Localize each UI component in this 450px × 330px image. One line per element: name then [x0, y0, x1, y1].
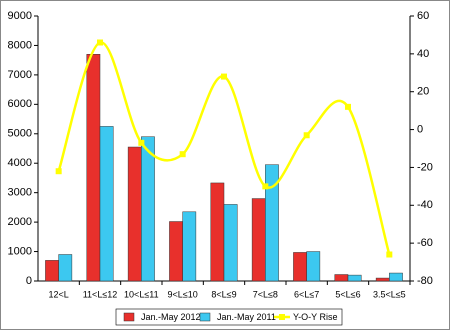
legend-label: Jan.-May 2012 — [141, 312, 201, 322]
y2-tick-label: 60 — [417, 10, 429, 22]
line-marker — [303, 132, 310, 139]
bar — [141, 136, 155, 282]
legend-swatch — [199, 312, 211, 322]
y2-tick-label: 20 — [417, 86, 429, 98]
bar — [347, 274, 362, 282]
line-marker — [179, 151, 186, 158]
bar — [223, 204, 238, 282]
y-tick-label: 2000 — [8, 216, 32, 228]
y-tick-label: 3000 — [8, 187, 32, 199]
bar — [86, 54, 101, 282]
y-tick-label: 9000 — [8, 10, 32, 22]
bar — [389, 272, 403, 282]
bar — [169, 221, 183, 282]
line-marker — [55, 168, 62, 175]
y2-tick-label: 40 — [417, 48, 429, 60]
y-tick-label: 7000 — [8, 69, 32, 81]
bar — [334, 274, 349, 282]
x-tick-label: 6<L≤7 — [294, 289, 319, 299]
y-tick-label: 1000 — [8, 245, 32, 257]
bar — [127, 146, 142, 282]
legend-label: Jan.-May 2011 — [217, 312, 276, 322]
bar — [251, 198, 266, 282]
line-marker — [386, 251, 393, 258]
bar — [99, 126, 114, 282]
y-tick-label: 5000 — [8, 128, 32, 140]
x-tick-label: 10<L≤11 — [124, 289, 159, 299]
line-marker — [138, 139, 145, 146]
x-tick-label: 11<L≤12 — [83, 289, 118, 299]
x-tick-label: 7<L≤8 — [253, 289, 278, 299]
x-tick-label: 9<L≤10 — [168, 289, 198, 299]
line-marker — [221, 73, 227, 80]
y-tick-label: 8000 — [8, 39, 32, 51]
line-marker — [345, 103, 351, 110]
bar — [210, 182, 225, 282]
line-marker — [97, 39, 103, 46]
bar — [375, 277, 390, 282]
y2-tick-label: -80 — [417, 275, 433, 287]
x-tick-label: 12<L — [49, 289, 69, 299]
x-tick-label: 8<L≤9 — [211, 289, 236, 299]
legend-box — [115, 308, 343, 326]
x-tick-label: 3.5<L≤5 — [373, 289, 406, 299]
legend-label: Y-O-Y Rise — [293, 312, 338, 322]
bar — [45, 260, 59, 282]
x-tick-label: 5<L≤6 — [335, 289, 360, 299]
legend-marker — [279, 314, 285, 320]
y-tick-label: 0 — [26, 275, 32, 287]
bar — [293, 252, 307, 282]
bar — [58, 254, 73, 282]
y-tick-label: 4000 — [8, 157, 32, 169]
bar — [182, 211, 197, 282]
y2-tick-label: -60 — [417, 237, 433, 249]
y2-tick-label: -40 — [417, 199, 433, 211]
line-marker — [262, 183, 269, 190]
y2-tick-label: -20 — [417, 161, 433, 173]
bar — [306, 251, 321, 282]
y2-tick-label: 0 — [417, 123, 423, 135]
y-tick-label: 6000 — [8, 98, 32, 110]
bar — [265, 164, 279, 282]
legend-swatch — [123, 312, 135, 322]
